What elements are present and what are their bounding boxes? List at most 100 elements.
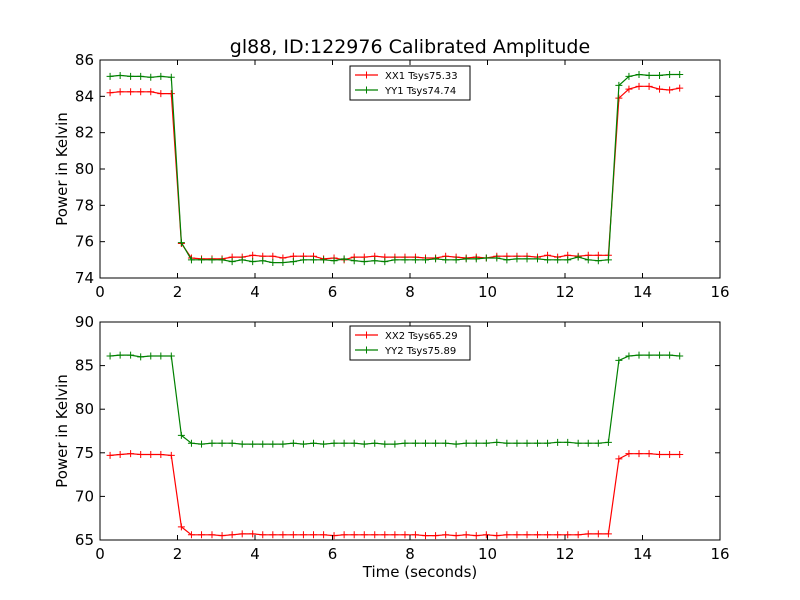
data-point (615, 455, 623, 463)
x-tick-label: 0 (95, 545, 105, 563)
data-point (391, 531, 399, 539)
data-point (198, 531, 206, 539)
data-point (360, 258, 368, 266)
data-point (127, 88, 135, 96)
data-point (249, 530, 257, 538)
x-tick-label: 16 (710, 545, 729, 563)
data-point (360, 531, 368, 539)
data-point (604, 530, 612, 538)
x-tick-label: 0 (95, 283, 105, 301)
data-point (645, 450, 653, 458)
series-line-0 (110, 453, 680, 537)
data-point (187, 256, 195, 264)
data-point (432, 532, 440, 540)
data-point (676, 71, 684, 79)
data-point (472, 255, 480, 263)
x-tick-label: 10 (478, 283, 497, 301)
x-tick-label: 2 (173, 283, 183, 301)
data-point (676, 84, 684, 92)
series-line-1 (110, 354, 680, 445)
data-point (137, 88, 145, 96)
data-point (259, 257, 267, 265)
y-tick-label: 82 (75, 124, 94, 142)
data-point (554, 438, 562, 446)
data-point (360, 440, 368, 448)
data-point (533, 531, 541, 539)
data-point (615, 356, 623, 364)
top-panel: 0 2 4 6 8 10 12 14 16 74 76 78 80 82 84 86 Power in Kelv… (53, 51, 730, 301)
data-point (116, 88, 124, 96)
data-point (574, 439, 582, 447)
data-point (157, 451, 165, 459)
data-point (442, 531, 450, 539)
data-point (432, 439, 440, 447)
data-point (299, 531, 307, 539)
data-point (127, 72, 135, 80)
data-point (625, 85, 633, 93)
data-point (676, 352, 684, 360)
data-point (523, 531, 531, 539)
data-point (218, 532, 226, 540)
data-point (106, 352, 114, 360)
y-tick-label: 74 (75, 269, 94, 287)
legend-label: XX2 Tsys65.29 (385, 331, 458, 342)
data-point (167, 73, 175, 81)
data-point (625, 450, 633, 458)
data-point (177, 239, 185, 247)
data-point (391, 256, 399, 264)
legend-marker-1 (363, 346, 370, 354)
data-point (198, 440, 206, 448)
data-point (401, 256, 409, 264)
series-line-1 (110, 73, 680, 264)
data-point (656, 71, 664, 79)
data-point (422, 256, 429, 264)
y-tick-label: 75 (75, 444, 94, 462)
data-point (564, 438, 572, 446)
y-tick-label: 65 (75, 531, 94, 549)
data-point (157, 90, 165, 98)
data-point (269, 252, 277, 260)
data-point (208, 531, 216, 539)
legend-marker-0 (363, 71, 370, 79)
data-point (259, 531, 267, 539)
data-point (391, 440, 399, 448)
data-point (259, 440, 267, 448)
data-point (472, 439, 480, 447)
data-point (350, 257, 358, 265)
data-point (299, 256, 307, 264)
data-point (340, 531, 348, 539)
data-point (462, 439, 470, 447)
x-tick-label: 4 (250, 283, 260, 301)
x-tick-label: 16 (710, 283, 729, 301)
y-tick-label: 85 (75, 357, 94, 375)
data-point (299, 440, 307, 448)
data-point (269, 531, 277, 539)
data-point (513, 531, 521, 539)
x-tick-label: 6 (328, 545, 338, 563)
y-tick-label: 70 (75, 487, 94, 505)
data-point (340, 255, 348, 263)
data-point (666, 351, 674, 359)
data-point (452, 440, 460, 448)
data-point (208, 439, 216, 447)
data-point (147, 352, 155, 360)
data-point (604, 438, 612, 446)
legend-label: YY2 Tsys75.89 (384, 346, 456, 357)
data-point (656, 451, 664, 459)
data-point (269, 440, 277, 448)
data-point (472, 532, 480, 540)
data-point (452, 532, 460, 540)
data-point (350, 439, 358, 447)
data-point (411, 439, 419, 447)
data-point (106, 72, 114, 80)
data-point (177, 523, 185, 531)
data-point (442, 256, 450, 264)
data-point (635, 450, 643, 458)
data-point (493, 438, 501, 446)
data-point (238, 256, 246, 264)
data-point (401, 439, 409, 447)
y-tick-label: 76 (75, 233, 94, 251)
data-point (127, 351, 135, 359)
data-point (676, 451, 684, 459)
